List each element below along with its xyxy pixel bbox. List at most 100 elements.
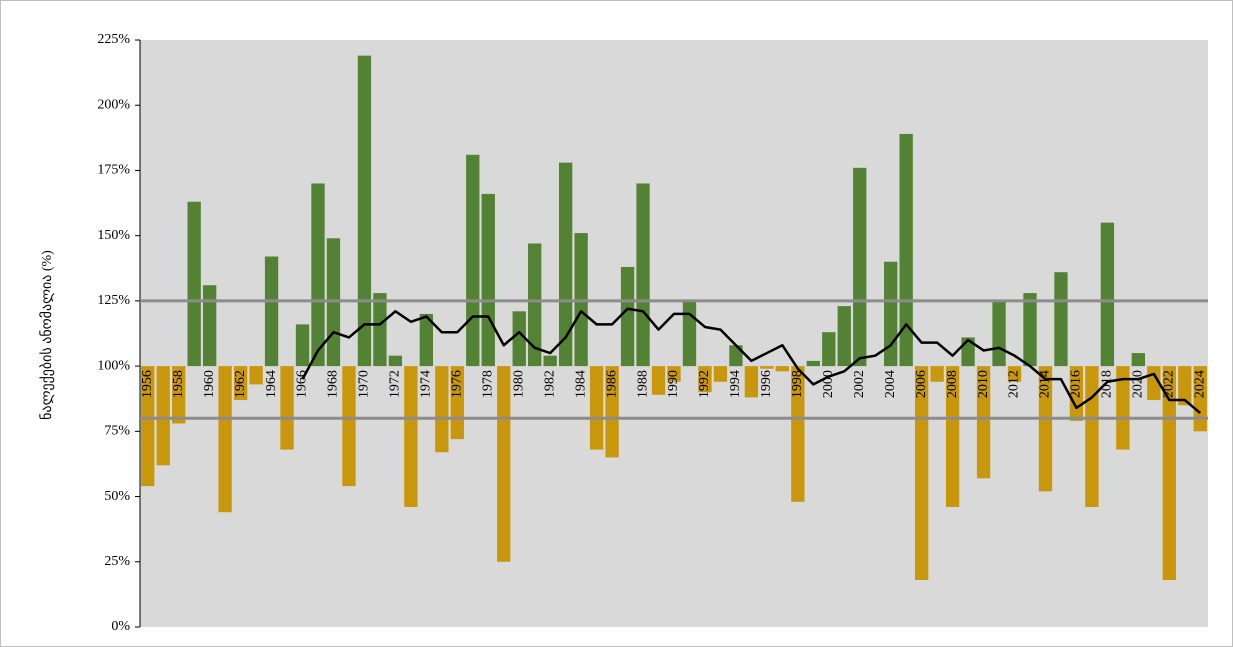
- x-tick-label: 2008: [945, 370, 960, 398]
- bar: [760, 366, 774, 369]
- bar: [589, 366, 604, 450]
- bar: [295, 324, 310, 367]
- y-tick-label: 50%: [104, 489, 130, 504]
- bar: [373, 293, 387, 367]
- x-tick-label: 1984: [573, 370, 588, 398]
- bar: [884, 261, 898, 367]
- bar: [1069, 366, 1084, 421]
- x-tick-label: 1962: [233, 370, 248, 398]
- bar: [1100, 222, 1115, 367]
- x-tick-label: 2024: [1192, 370, 1207, 398]
- x-tick-label: 1960: [202, 370, 217, 398]
- bar: [512, 311, 526, 367]
- y-tick-label: 75%: [104, 424, 130, 439]
- bar: [233, 366, 248, 401]
- x-tick-label: 2006: [914, 370, 929, 398]
- y-tick-label: 175%: [97, 163, 130, 178]
- bar: [187, 201, 201, 367]
- bar: [311, 183, 325, 367]
- bar: [342, 366, 356, 487]
- bar: [837, 306, 851, 367]
- bar: [899, 133, 913, 367]
- y-tick-label: 100%: [97, 358, 130, 373]
- x-tick-label: 2002: [852, 370, 867, 398]
- bar: [388, 355, 403, 367]
- bar: [543, 355, 557, 367]
- x-tick-label: 1990: [666, 370, 681, 398]
- bar: [357, 55, 372, 367]
- x-tick-label: 1966: [295, 370, 310, 398]
- bar: [450, 366, 464, 440]
- x-tick-label: 2016: [1069, 370, 1084, 398]
- bar: [651, 366, 666, 395]
- y-axis-label: ნალექების ანომალია (%): [39, 250, 55, 420]
- bar: [172, 366, 186, 424]
- bar: [1193, 366, 1207, 432]
- y-tick-label: 0%: [111, 619, 130, 634]
- bar: [1085, 366, 1099, 507]
- x-tick-label: 1968: [326, 370, 341, 398]
- bar: [419, 313, 434, 367]
- x-tick-label: 1988: [635, 370, 650, 398]
- x-tick-label: 1982: [542, 370, 557, 398]
- bar: [729, 345, 743, 367]
- bar: [713, 366, 728, 382]
- x-tick-label: 2018: [1100, 370, 1115, 398]
- bar: [791, 366, 805, 502]
- bar: [636, 183, 650, 367]
- bar: [1116, 366, 1130, 450]
- bar: [497, 366, 511, 562]
- x-tick-label: 1992: [697, 370, 712, 398]
- y-tick-label: 225%: [97, 32, 130, 47]
- bar: [1023, 293, 1037, 367]
- bar: [806, 360, 820, 367]
- bar: [620, 266, 635, 367]
- bar: [218, 366, 232, 513]
- x-tick-label: 1974: [419, 370, 434, 398]
- x-tick-label: 1994: [728, 370, 743, 398]
- bar: [528, 243, 542, 367]
- bar: [481, 193, 495, 367]
- bar: [1038, 366, 1053, 492]
- bar: [1054, 272, 1068, 367]
- x-tick-label: 1976: [450, 370, 465, 398]
- bar: [853, 167, 867, 367]
- trend-line: [301, 307, 1202, 415]
- bar: [698, 366, 712, 393]
- bar: [744, 366, 759, 398]
- bar: [404, 366, 418, 507]
- bar: [1131, 353, 1146, 367]
- x-tick-label: 1998: [790, 370, 805, 398]
- bar: [992, 300, 1006, 367]
- x-tick-label: 1986: [604, 370, 619, 398]
- bar: [280, 366, 294, 450]
- y-tick-label: 150%: [97, 228, 130, 243]
- x-tick-label: 1970: [357, 370, 372, 398]
- bar: [930, 366, 944, 382]
- x-tick-label: 2000: [821, 370, 836, 398]
- x-tick-label: 1964: [264, 370, 279, 398]
- bar: [822, 332, 836, 367]
- bar: [1178, 366, 1192, 406]
- bar: [667, 366, 681, 382]
- bar: [249, 366, 263, 385]
- bar: [605, 366, 619, 458]
- x-tick-label: 2022: [1162, 370, 1177, 398]
- bar: [976, 366, 991, 479]
- bar: [202, 285, 217, 367]
- bar: [156, 366, 170, 466]
- y-tick-label: 25%: [104, 554, 130, 569]
- y-tick-label: 125%: [97, 293, 130, 308]
- x-tick-label: 1980: [511, 370, 526, 398]
- bar: [435, 366, 449, 453]
- x-tick-label: 1996: [759, 370, 774, 398]
- x-tick-label: 1972: [388, 370, 403, 398]
- bar: [682, 300, 697, 367]
- x-tick-label: 2010: [976, 370, 991, 398]
- x-tick-label: 1958: [171, 370, 186, 398]
- x-tick-label: 1978: [480, 370, 495, 398]
- x-tick-label: 2004: [883, 370, 898, 398]
- bar: [558, 162, 573, 367]
